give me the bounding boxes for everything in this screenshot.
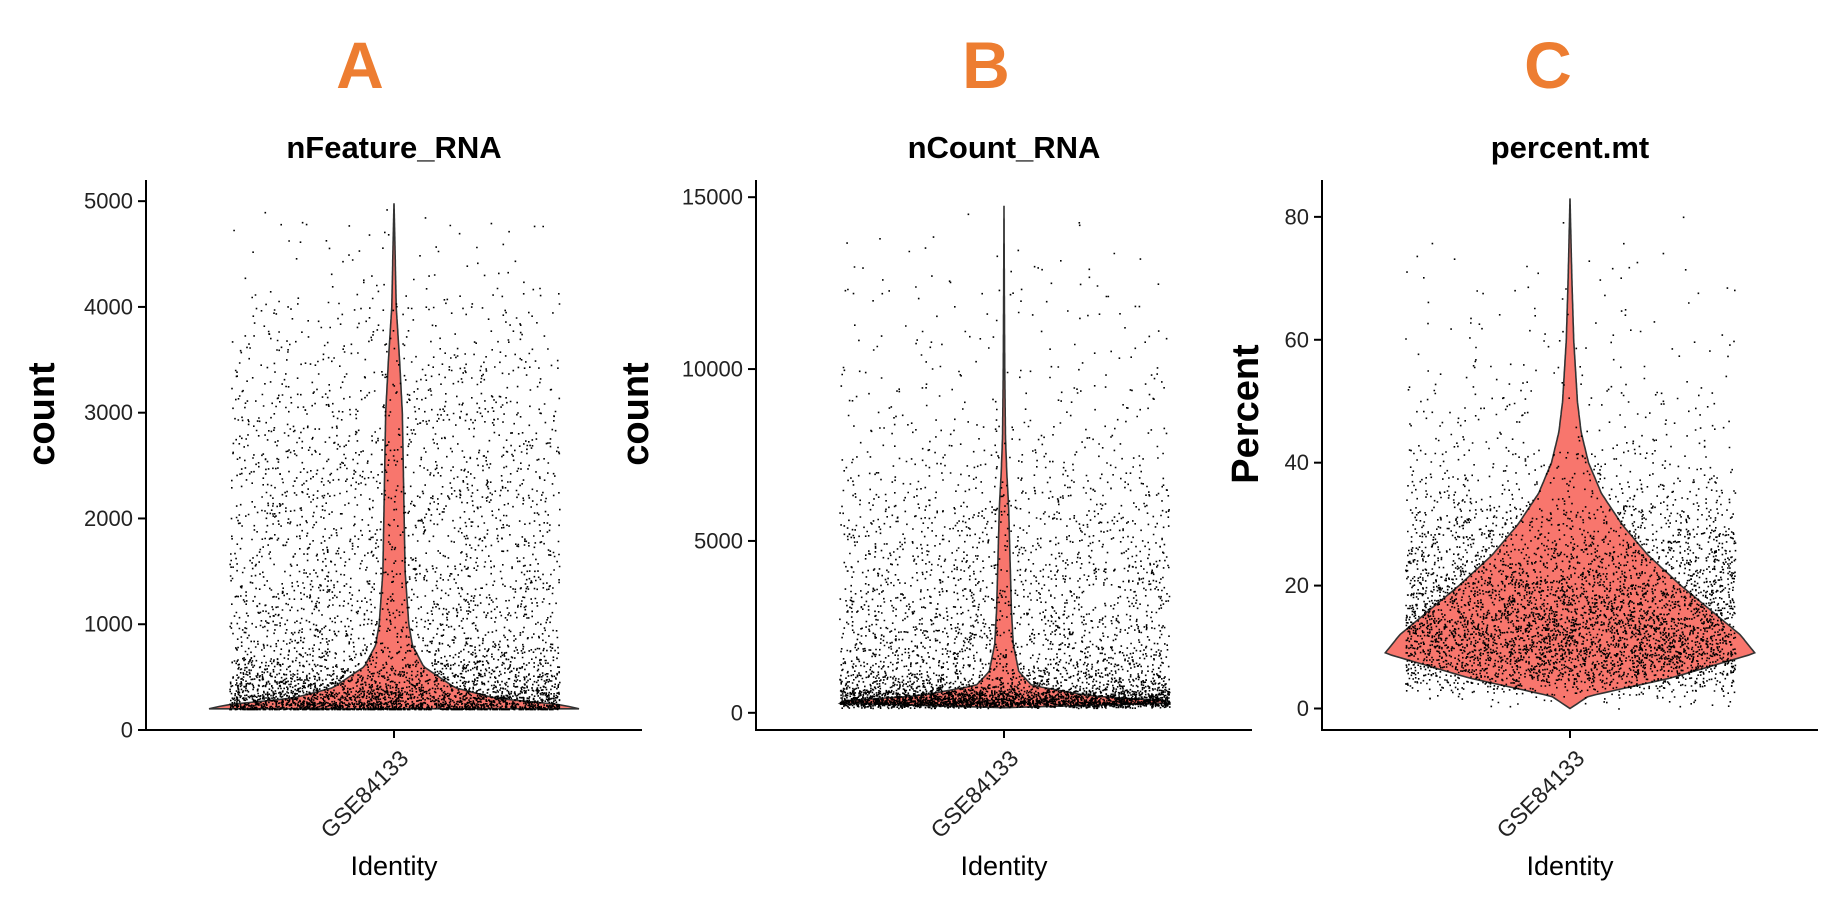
panel-letter-b: B (962, 28, 1010, 102)
y-tick-label-a: 1000 (84, 612, 133, 637)
violin-c (1383, 198, 1757, 710)
y-tick-label-b: 5000 (694, 528, 743, 553)
y-tick-label-b: 15000 (682, 185, 743, 210)
y-ticks-a: 0 1000 2000 3000 4000 5000 (84, 189, 146, 743)
violin-b (837, 205, 1171, 709)
chart-title-a: nFeature_RNA (286, 130, 501, 165)
y-tick-label-b: 0 (731, 700, 743, 725)
y-tick-label-c: 40 (1285, 450, 1309, 475)
y-tick-label-a: 5000 (84, 189, 133, 214)
y-tick-label-c: 20 (1285, 573, 1309, 598)
x-axis-label-a: Identity (350, 851, 438, 881)
data-points-c (1405, 216, 1737, 710)
y-axis-label-b: count (615, 362, 657, 466)
panel-c: C percent.mt Percent Identity 020406080 … (1225, 28, 1818, 881)
plot-area-c (1383, 198, 1757, 710)
y-ticks-c: 0 20 40 60 80 (1285, 204, 1322, 721)
data-points-a (229, 209, 561, 711)
chart-title-c: percent.mt (1491, 130, 1649, 165)
y-tick-label-c: 0 (1297, 696, 1309, 721)
chart-title-b: nCount_RNA (908, 130, 1101, 165)
y-tick-label-a: 4000 (84, 294, 133, 319)
plot-area-a (208, 203, 580, 711)
y-tick-label-c: 60 (1285, 327, 1309, 352)
y-tick-label-a: 0 (121, 718, 133, 743)
x-axis-label-c: Identity (1526, 851, 1614, 881)
y-tick-label-c: 80 (1285, 204, 1309, 229)
y-tick-label-b: 10000 (682, 357, 743, 382)
y-axis-label-c: Percent (1225, 344, 1267, 484)
y-tick-label-a: 3000 (84, 400, 133, 425)
plot-area-b (837, 205, 1171, 710)
y-ticks-b: 0 5000 10000 15000 (682, 185, 756, 725)
panel-letter-c: C (1524, 28, 1572, 102)
panel-letter-a: A (336, 28, 384, 102)
x-axis-label-b: Identity (960, 851, 1048, 881)
y-tick-label-a: 2000 (84, 506, 133, 531)
y-axis-label-a: count (21, 362, 63, 466)
